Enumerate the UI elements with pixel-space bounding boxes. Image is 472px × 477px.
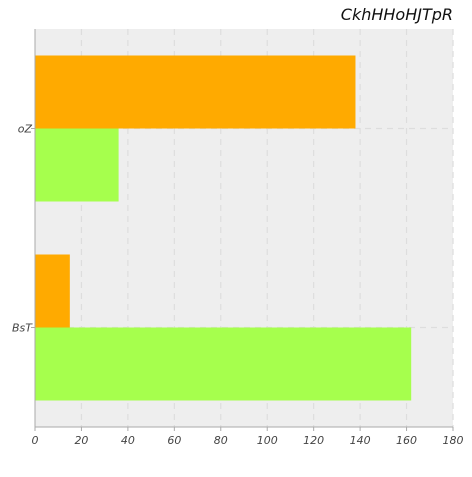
x-tick-label: 100 (257, 434, 278, 447)
x-tick-label: 0 (32, 434, 39, 447)
bar-oZ-series-2 (35, 128, 119, 202)
x-tick-label: 80 (214, 434, 228, 447)
x-tick-label: 160 (396, 434, 417, 447)
bar-oZ-series-1 (35, 55, 356, 129)
bar-BsT-series-1 (35, 254, 70, 328)
x-tick-label: 180 (443, 434, 464, 447)
bars (35, 55, 412, 401)
y-tick-label: oZ (18, 123, 33, 136)
y-tick-label: BsT (12, 322, 33, 335)
x-tick-label: 20 (74, 434, 88, 447)
axes: 0 20 40 60 80 100 120 140 160 180 oZ BsT (12, 29, 464, 447)
x-tick-label: 120 (303, 434, 324, 447)
x-tick-label: 40 (121, 434, 135, 447)
bar-BsT-series-2 (35, 327, 412, 401)
chart-title: CkhHHoHJTpR (341, 5, 453, 24)
x-tick-label: 60 (167, 434, 181, 447)
x-tick-label: 140 (350, 434, 371, 447)
